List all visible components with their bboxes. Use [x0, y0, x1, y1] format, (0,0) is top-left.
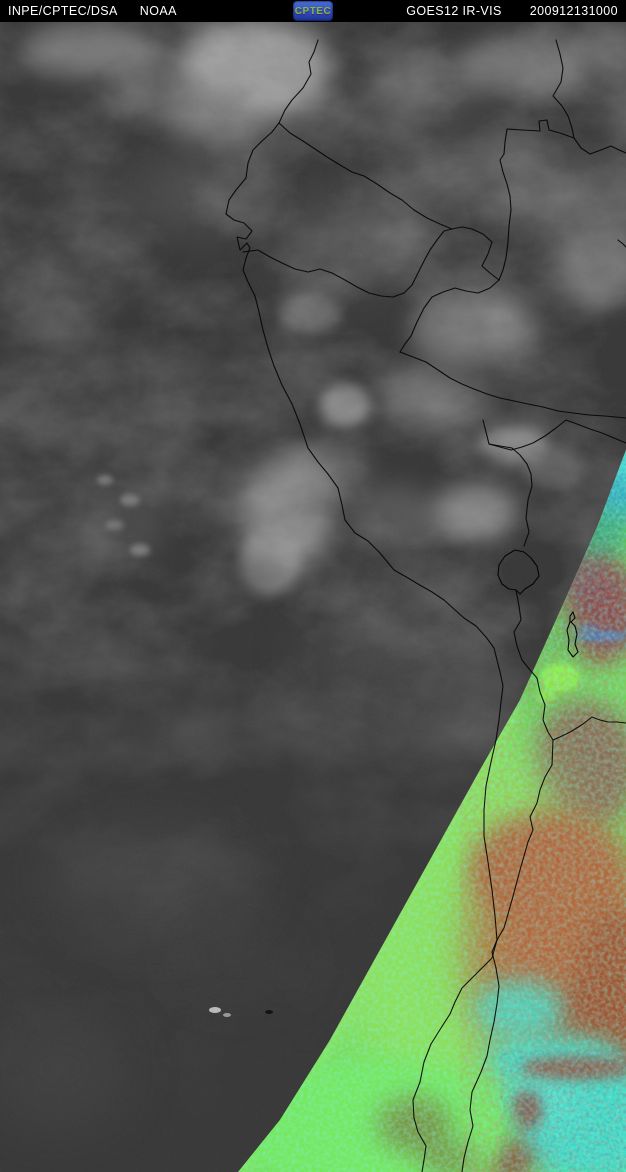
lake-titicaca — [497, 549, 540, 595]
satellite-channel-label: GOES12 IR-VIS — [406, 4, 502, 18]
timestamp-label: 200912131000 — [529, 4, 618, 18]
border-ecuador-peru — [242, 228, 453, 298]
map-contours — [225, 39, 626, 1172]
border-right-edge-fragment — [617, 239, 626, 248]
border-colombia-east-branch — [573, 137, 626, 155]
border-chile-argentina — [461, 951, 500, 1172]
lake-poopo — [566, 611, 579, 658]
border-colombia-north — [552, 39, 575, 139]
header-bar: INPE/CPTEC/DSA NOAA CPTEC GOES12 IR-VIS … — [0, 0, 626, 22]
noaa-label: NOAA — [139, 4, 177, 18]
border-peru-bolivia-upper — [488, 443, 533, 547]
border-bolivia-east-branch — [552, 716, 626, 741]
cptec-logo: CPTEC — [293, 1, 333, 21]
border-ecuador-colombia — [278, 122, 500, 281]
border-peru-brazil — [399, 351, 626, 419]
small-cloud-specks — [209, 1007, 273, 1017]
coastline-path — [225, 39, 504, 1172]
header-right-group: GOES12 IR-VIS 200912131000 — [406, 0, 618, 22]
border-colombia-brazil — [498, 119, 575, 281]
border-peru-colombia — [399, 279, 500, 353]
cptec-logo-text: CPTEC — [294, 5, 332, 17]
agency-label: INPE/CPTEC/DSA — [8, 4, 118, 18]
header-left-group: INPE/CPTEC/DSA NOAA — [8, 0, 177, 22]
